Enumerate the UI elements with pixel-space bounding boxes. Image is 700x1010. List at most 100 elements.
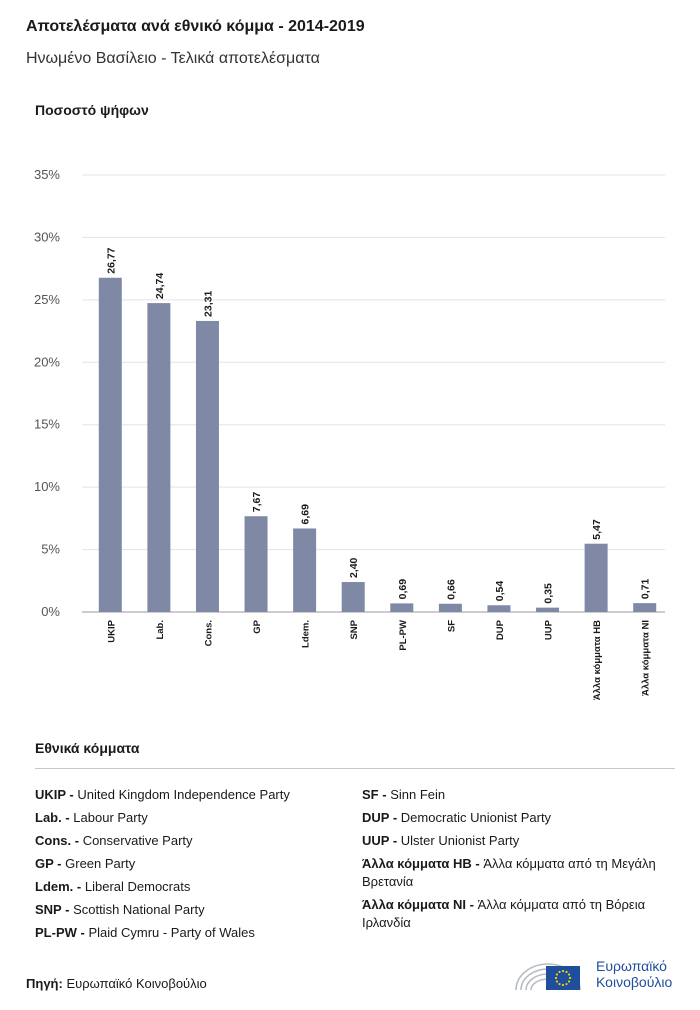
flag-star-icon <box>565 970 568 974</box>
flag-star-icon <box>555 973 559 976</box>
bar <box>341 582 365 612</box>
y-tick-label: 30% <box>34 229 60 244</box>
x-tick-label: PL-PW <box>398 620 409 651</box>
legend-divider <box>35 768 675 769</box>
bar <box>195 320 219 612</box>
x-tick-label: SF <box>446 620 457 632</box>
bar <box>98 277 122 612</box>
bar <box>487 605 511 612</box>
x-tick-label: Άλλα κόμματα NI <box>641 620 652 696</box>
x-tick-label: UUP <box>544 619 555 640</box>
y-tick-label: 10% <box>34 479 60 494</box>
legend-abbr: Cons. - <box>35 833 80 848</box>
legend-name: Scottish National Party <box>73 902 205 917</box>
legend-name: Άλλα κόμματα από τη Μεγάλη Βρετανία <box>362 856 656 889</box>
flag-star-icon <box>558 982 561 986</box>
bar-value-label: 6,69 <box>300 504 312 525</box>
x-tick-label: DUP <box>495 619 506 640</box>
legend-item: Ldem. - Liberal Democrats <box>35 878 335 896</box>
flag-star-icon <box>554 976 558 980</box>
bar-value-label: 0,54 <box>494 581 506 602</box>
logo-line-1: Ευρωπαϊκό <box>596 958 667 974</box>
legend-item: UKIP - United Kingdom Independence Party <box>35 786 335 804</box>
bar <box>147 303 171 612</box>
bar-value-label: 0,69 <box>397 579 409 600</box>
flag-star-icon <box>565 982 568 986</box>
legend-column-left: UKIP - United Kingdom Independence Party… <box>35 786 335 947</box>
y-tick-label: 15% <box>34 417 60 432</box>
legend-item: UUP - Ulster Unionist Party <box>362 832 672 850</box>
flag-star-icon <box>567 980 571 983</box>
legend-name: Democratic Unionist Party <box>400 810 552 825</box>
bar-value-label: 23,31 <box>202 291 214 317</box>
bar-value-label: 5,47 <box>591 519 603 540</box>
legend-name: Sinn Fein <box>390 787 446 802</box>
legend-name: Labour Party <box>73 810 148 825</box>
bar <box>438 603 462 612</box>
bar <box>584 543 608 612</box>
bar-value-label: 0,66 <box>445 579 457 600</box>
legend-item: PL-PW - Plaid Cymru - Party of Wales <box>35 924 335 942</box>
european-parliament-logo: Ευρωπαϊκό Κοινοβούλιο <box>512 952 682 996</box>
legend-abbr: Lab. - <box>35 810 70 825</box>
bar-value-label: 26,77 <box>105 247 117 273</box>
source-label: Πηγή: <box>26 976 63 991</box>
flag-star-icon <box>567 973 571 976</box>
y-tick-label: 35% <box>34 167 60 182</box>
bar-value-label: 0,35 <box>543 583 555 604</box>
y-tick-label: 0% <box>41 604 60 619</box>
x-tick-label: Ldem. <box>301 620 312 648</box>
legend-name: Ulster Unionist Party <box>400 833 520 848</box>
bar-value-label: 24,74 <box>154 273 166 299</box>
bar-value-label: 2,40 <box>348 557 360 578</box>
bar-chart: 0% 5% 10% 15% 20% 25% 30% 35% 26,77 UKIP 24,74 Lab.… <box>34 167 665 700</box>
legend-abbr: SNP - <box>35 902 70 917</box>
flag-star-icon <box>561 969 565 973</box>
legend-abbr: UUP - <box>362 833 398 848</box>
x-tick-label: Lab. <box>155 620 166 640</box>
source-text: Ευρωπαϊκό Κοινοβούλιο <box>66 976 207 991</box>
legend-abbr: PL-PW - <box>35 925 85 940</box>
bar <box>390 603 414 612</box>
bar <box>293 528 317 612</box>
x-tick-label: Cons. <box>203 620 214 646</box>
legend-item: DUP - Democratic Unionist Party <box>362 809 672 827</box>
flag-star-icon <box>555 980 559 983</box>
chart-subtitle: Ηνωμένο Βασίλειο - Τελικά αποτελέσματα <box>26 50 320 67</box>
legend-item: SNP - Scottish National Party <box>35 901 335 919</box>
bar-value-label: 7,67 <box>251 492 263 513</box>
flag-star-icon <box>558 970 561 974</box>
x-tick-label: GP <box>252 619 263 633</box>
bar <box>633 603 657 612</box>
legend-abbr: GP - <box>35 856 62 871</box>
legend-item: GP - Green Party <box>35 855 335 873</box>
bar <box>536 607 560 612</box>
y-tick-label: 20% <box>34 354 60 369</box>
legend-abbr: Άλλα κόμματα NI - <box>362 897 474 912</box>
x-tick-label: UKIP <box>106 619 117 642</box>
legend-item: SF - Sinn Fein <box>362 786 672 804</box>
legend-name: Green Party <box>65 856 136 871</box>
x-tick-label: Άλλα κόμματα HB <box>592 620 603 700</box>
legend-item: Lab. - Labour Party <box>35 809 335 827</box>
legend-name: United Kingdom Independence Party <box>77 787 290 802</box>
flag-star-icon <box>561 983 565 987</box>
bar <box>244 516 268 612</box>
legend-item: Άλλα κόμματα NI - Άλλα κόμματα από τη Βό… <box>362 896 672 932</box>
legend-abbr: DUP - <box>362 810 398 825</box>
legend-item: Άλλα κόμματα HB - Άλλα κόμματα από τη Με… <box>362 855 672 891</box>
legend-name: Conservative Party <box>82 833 193 848</box>
legend-name: Liberal Democrats <box>84 879 191 894</box>
parliament-emblem-icon <box>515 963 581 991</box>
legend-title: Εθνικά κόμματα <box>35 740 140 756</box>
y-tick-label: 25% <box>34 292 60 307</box>
y-tick-label: 5% <box>41 542 60 557</box>
legend-name: Άλλα κόμματα από τη Βόρεια Ιρλανδία <box>362 897 646 930</box>
legend-abbr: Άλλα κόμματα HB - <box>362 856 480 871</box>
bar-value-label: 0,71 <box>640 579 652 600</box>
source-note: Πηγή: Ευρωπαϊκό Κοινοβούλιο <box>26 976 207 991</box>
legend-column-right: SF - Sinn Fein DUP - Democratic Unionist … <box>362 786 672 937</box>
logo-line-2: Κοινοβούλιο <box>596 974 673 990</box>
legend-abbr: UKIP - <box>35 787 74 802</box>
y-axis-label: Ποσοστό ψήφων <box>35 102 149 118</box>
